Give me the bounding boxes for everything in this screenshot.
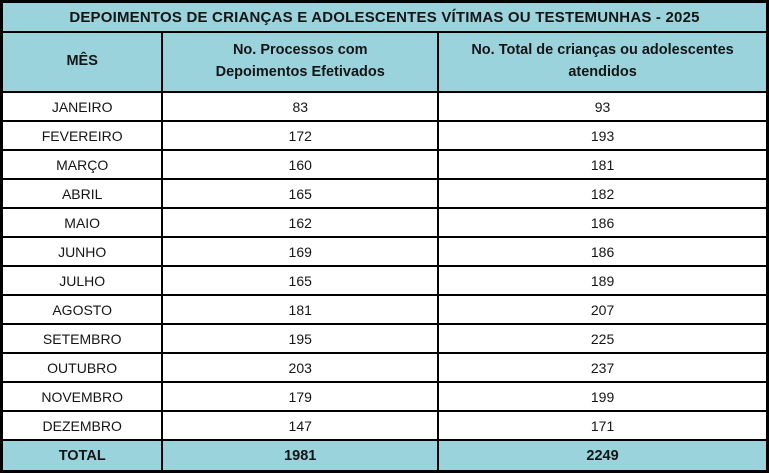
table-header-row: MÊS No. Processos com Depoimentos Efetiv… bbox=[0, 31, 769, 93]
table-row: DEZEMBRO 147 171 bbox=[0, 410, 769, 441]
column-header-processos: No. Processos com Depoimentos Efetivados bbox=[161, 31, 440, 93]
month-cell: JUNHO bbox=[0, 236, 164, 267]
table-row: SETEMBRO 195 225 bbox=[0, 323, 769, 354]
processos-cell: 165 bbox=[161, 265, 440, 296]
month-cell: JULHO bbox=[0, 265, 164, 296]
table-total-row: TOTAL 1981 2249 bbox=[0, 439, 769, 473]
table-row: JUNHO 169 186 bbox=[0, 236, 769, 267]
atendidos-cell: 186 bbox=[437, 236, 769, 267]
processos-cell: 172 bbox=[161, 120, 440, 151]
processos-cell: 169 bbox=[161, 236, 440, 267]
processos-cell: 160 bbox=[161, 149, 440, 180]
table-row: JULHO 165 189 bbox=[0, 265, 769, 296]
column-header-mes: MÊS bbox=[0, 31, 164, 93]
atendidos-cell: 225 bbox=[437, 323, 769, 354]
processos-cell: 83 bbox=[161, 91, 440, 122]
month-cell: NOVEMBRO bbox=[0, 381, 164, 412]
month-cell: MAIO bbox=[0, 207, 164, 238]
table-body: JANEIRO 83 93 FEVEREIRO 172 193 MARÇO 160 181 ABR… bbox=[0, 91, 769, 441]
month-cell: JANEIRO bbox=[0, 91, 164, 122]
processos-cell: 203 bbox=[161, 352, 440, 383]
atendidos-cell: 207 bbox=[437, 294, 769, 325]
table-row: NOVEMBRO 179 199 bbox=[0, 381, 769, 412]
month-cell: OUTUBRO bbox=[0, 352, 164, 383]
table-row: JANEIRO 83 93 bbox=[0, 91, 769, 122]
processos-cell: 147 bbox=[161, 410, 440, 441]
processos-cell: 181 bbox=[161, 294, 440, 325]
atendidos-cell: 189 bbox=[437, 265, 769, 296]
month-cell: FEVEREIRO bbox=[0, 120, 164, 151]
month-cell: DEZEMBRO bbox=[0, 410, 164, 441]
month-cell: SETEMBRO bbox=[0, 323, 164, 354]
atendidos-cell: 181 bbox=[437, 149, 769, 180]
total-atendidos-value: 2249 bbox=[437, 439, 769, 473]
atendidos-cell: 182 bbox=[437, 178, 769, 209]
table-row: ABRIL 165 182 bbox=[0, 178, 769, 209]
month-cell: MARÇO bbox=[0, 149, 164, 180]
total-label: TOTAL bbox=[0, 439, 164, 473]
processos-cell: 195 bbox=[161, 323, 440, 354]
table-row: FEVEREIRO 172 193 bbox=[0, 120, 769, 151]
column-header-atendidos: No. Total de crianças ou adolescentes at… bbox=[437, 31, 769, 93]
month-cell: AGOSTO bbox=[0, 294, 164, 325]
processos-cell: 162 bbox=[161, 207, 440, 238]
table-title-row: DEPOIMENTOS DE CRIANÇAS E ADOLESCENTES V… bbox=[0, 0, 769, 33]
atendidos-cell: 199 bbox=[437, 381, 769, 412]
table-row: OUTUBRO 203 237 bbox=[0, 352, 769, 383]
atendidos-cell: 93 bbox=[437, 91, 769, 122]
month-cell: ABRIL bbox=[0, 178, 164, 209]
processos-cell: 179 bbox=[161, 381, 440, 412]
processos-cell: 165 bbox=[161, 178, 440, 209]
atendidos-cell: 171 bbox=[437, 410, 769, 441]
table-title: DEPOIMENTOS DE CRIANÇAS E ADOLESCENTES V… bbox=[0, 0, 769, 33]
atendidos-cell: 193 bbox=[437, 120, 769, 151]
total-processos-value: 1981 bbox=[161, 439, 440, 473]
atendidos-cell: 186 bbox=[437, 207, 769, 238]
table-row: MAIO 162 186 bbox=[0, 207, 769, 238]
atendidos-cell: 237 bbox=[437, 352, 769, 383]
table-row: MARÇO 160 181 bbox=[0, 149, 769, 180]
table-row: AGOSTO 181 207 bbox=[0, 294, 769, 325]
